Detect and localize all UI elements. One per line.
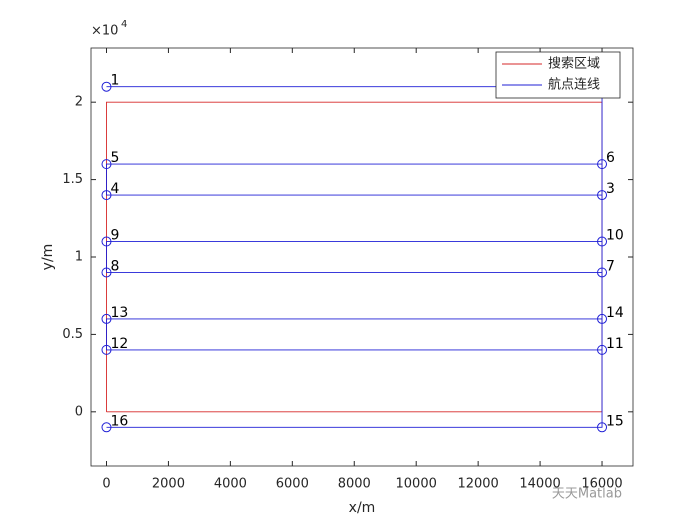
- x-tick-label: 4000: [214, 477, 247, 492]
- point-label: 3: [606, 181, 615, 197]
- waypoint-marker: [101, 159, 112, 170]
- waypoint-marker: [597, 190, 608, 201]
- waypoint-marker: [597, 422, 608, 433]
- waypoint-marker: [101, 422, 112, 433]
- waypoint-marker: [101, 267, 112, 278]
- x-tick-label: 16000: [581, 477, 622, 492]
- legend-box: [495, 51, 621, 99]
- waypoint-marker: [597, 236, 608, 247]
- x-tick-label: 0: [102, 477, 110, 492]
- x-tick-label: 6000: [276, 477, 309, 492]
- y-exponent-power: 4: [121, 19, 127, 30]
- point-label: 11: [606, 336, 624, 352]
- plot-area: [90, 47, 634, 467]
- waypoint-marker: [597, 313, 608, 324]
- legend-label: 航点连线: [548, 77, 600, 93]
- y-tick-label: 1.5: [62, 172, 83, 187]
- point-label: 5: [110, 150, 119, 166]
- point-label: 15: [606, 413, 624, 429]
- point-label: 16: [110, 413, 128, 429]
- y-exponent-base: ×10: [91, 24, 118, 39]
- point-label: 14: [606, 305, 624, 321]
- legend-label: 搜索区域: [548, 57, 600, 72]
- y-tick-label: 0: [75, 404, 83, 419]
- waypoint-marker: [101, 344, 112, 355]
- point-label: 8: [110, 258, 119, 274]
- point-label: 10: [606, 228, 624, 244]
- series-line: [106, 86, 603, 428]
- x-tick-label: 12000: [457, 477, 498, 492]
- y-tick-label: 0.5: [62, 327, 83, 342]
- point-label: 4: [110, 181, 119, 197]
- watermark: 天天Matlab: [552, 487, 622, 502]
- x-tick-label: 2000: [152, 477, 185, 492]
- x-tick-label: 8000: [338, 477, 371, 492]
- waypoint-marker: [597, 344, 608, 355]
- y-tick-label: 1: [75, 250, 83, 265]
- point-label: 6: [606, 150, 615, 166]
- point-label: 1: [110, 73, 119, 89]
- y-axis-label: y/m: [40, 244, 56, 271]
- point-label: 12: [110, 336, 128, 352]
- point-label: 7: [606, 258, 615, 274]
- point-label: 9: [110, 228, 119, 244]
- y-tick-label: 2: [75, 95, 83, 110]
- x-tick-label: 10000: [396, 477, 437, 492]
- x-tick-label: 14000: [519, 477, 560, 492]
- waypoint-marker: [101, 313, 112, 324]
- waypoint-marker: [101, 190, 112, 201]
- waypoint-marker: [101, 81, 112, 92]
- waypoint-marker: [597, 159, 608, 170]
- x-axis-label: x/m: [349, 500, 376, 516]
- waypoint-marker: [597, 267, 608, 278]
- waypoint-marker: [101, 236, 112, 247]
- point-label: 13: [110, 305, 128, 321]
